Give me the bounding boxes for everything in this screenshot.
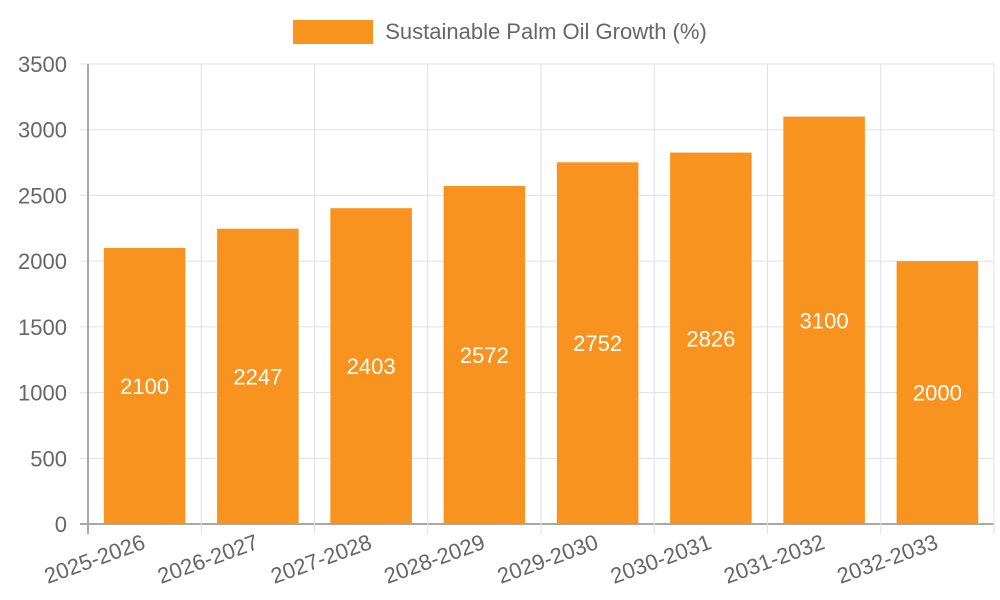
y-tick-label: 500 (30, 446, 67, 471)
bar[interactable] (103, 248, 186, 524)
bar-value-label: 3100 (800, 308, 849, 333)
bar-value-label: 2826 (686, 326, 735, 351)
y-tick-label: 0 (55, 512, 67, 537)
legend-label: Sustainable Palm Oil Growth (%) (385, 19, 707, 44)
x-tick-label: 2025-2026 (41, 529, 148, 588)
bar-value-label: 2403 (347, 354, 396, 379)
bar-value-label: 2572 (460, 343, 509, 368)
y-axis-ticks: 0 500 1000 1500 2000 2500 3000 3500 (18, 52, 67, 537)
chart-legend: Sustainable Palm Oil Growth (%) (0, 19, 1000, 45)
bar-value-label: 2000 (913, 381, 962, 406)
x-tick-label: 2026-2027 (154, 529, 261, 588)
y-tick-label: 2000 (18, 249, 67, 274)
bar-value-label: 2100 (120, 374, 169, 399)
y-tick-label: 2500 (18, 183, 67, 208)
y-tick-label: 1500 (18, 315, 67, 340)
legend-swatch[interactable] (293, 20, 374, 44)
bars: 2100 2247 2403 2572 2752 2826 3100 2000 (103, 116, 979, 525)
x-tick-label: 2027-2028 (267, 529, 374, 588)
y-tick-label: 3000 (18, 118, 67, 143)
bar-value-label: 2247 (233, 364, 282, 389)
bar[interactable] (443, 185, 526, 525)
bar[interactable] (783, 116, 865, 525)
x-tick-label: 2031-2032 (720, 529, 827, 588)
bar-value-label: 2752 (573, 331, 622, 356)
x-tick-label: 2032-2033 (834, 529, 941, 588)
x-tick-label: 2029-2030 (494, 529, 601, 588)
x-tick-label: 2028-2029 (381, 529, 488, 588)
bar[interactable] (670, 152, 752, 524)
bar[interactable] (217, 228, 299, 524)
x-axis-ticks: 2025-2026 2026-2027 2027-2028 2028-2029 2029… (41, 529, 941, 588)
bar[interactable] (330, 208, 412, 525)
x-tick-label: 2030-2031 (607, 529, 714, 588)
y-tick-label: 3500 (18, 52, 67, 77)
bar[interactable] (556, 162, 639, 524)
y-tick-label: 1000 (18, 381, 67, 406)
bar[interactable] (896, 261, 979, 524)
